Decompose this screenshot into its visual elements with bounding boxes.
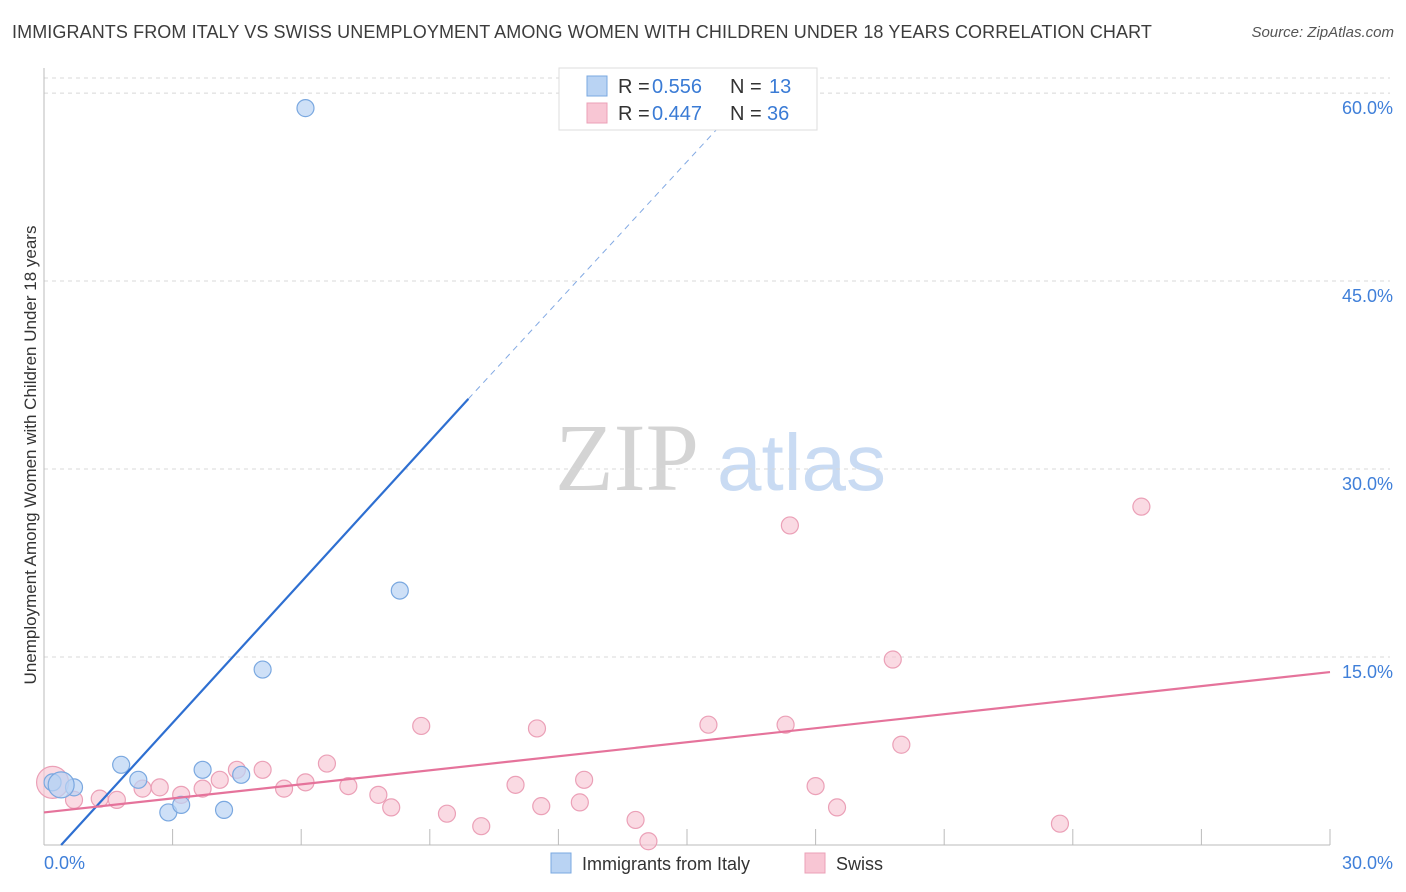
swiss-point xyxy=(780,516,799,535)
legend-r-label-italy: R = xyxy=(618,76,650,98)
bottom-legend-label-swiss: Swiss xyxy=(836,854,883,874)
swiss-point xyxy=(253,760,272,779)
swiss-point xyxy=(382,798,401,817)
swiss-point xyxy=(527,719,547,738)
swiss-point xyxy=(317,754,337,773)
swiss-point xyxy=(412,716,431,736)
tick-labels: 15.0% 30.0% 45.0% 60.0% 0.0% 30.0% xyxy=(44,98,1393,873)
swiss-point xyxy=(570,793,589,812)
legend-r-value-swiss: 0.447 xyxy=(652,103,702,125)
swiss-point xyxy=(626,810,645,830)
y-tick-label-1: 30.0% xyxy=(1342,474,1393,494)
swiss-series xyxy=(35,497,1151,851)
italy-series xyxy=(43,99,409,822)
axes xyxy=(43,68,1331,846)
x-tick-label-1: 30.0% xyxy=(1342,853,1393,873)
top-legend: R = 0.556 N = 13 R = 0.447 N = 36 xyxy=(558,67,818,131)
italy-trend-line xyxy=(60,398,470,846)
x-tick-label-0: 0.0% xyxy=(44,853,85,873)
swiss-point xyxy=(883,650,902,669)
swiss-point xyxy=(806,776,825,796)
bottom-legend-swatch-swiss xyxy=(804,852,826,874)
legend-n-label-italy: N = xyxy=(730,76,762,98)
swiss-point xyxy=(274,779,294,798)
italy-point xyxy=(253,660,272,679)
italy-point xyxy=(296,99,315,118)
legend-r-label-swiss: R = xyxy=(618,103,650,125)
swiss-point xyxy=(339,776,358,796)
swiss-point xyxy=(369,785,388,804)
watermark-zip: ZIP xyxy=(555,404,699,511)
y-tick-label-0: 15.0% xyxy=(1342,662,1393,682)
bottom-legend-swatch-italy xyxy=(550,852,572,874)
swiss-point xyxy=(472,817,491,836)
italy-point xyxy=(214,800,234,820)
italy-point xyxy=(390,581,409,600)
y-tick-label-3: 60.0% xyxy=(1342,98,1393,118)
italy-point xyxy=(112,755,131,774)
legend-n-value-italy: 13 xyxy=(769,76,791,98)
legend-n-value-swiss: 36 xyxy=(767,103,789,125)
swiss-point xyxy=(827,798,847,817)
legend-swatch-swiss xyxy=(586,102,608,124)
source-note: Source: ZipAtlas.com xyxy=(1251,24,1394,41)
italy-point xyxy=(47,771,75,799)
legend-n-label-swiss: N = xyxy=(730,103,762,125)
swiss-point xyxy=(210,770,229,789)
swiss-point xyxy=(776,715,795,734)
italy-point xyxy=(129,770,148,789)
legend-swatch-italy xyxy=(586,75,608,97)
watermark-atlas: atlas xyxy=(717,418,886,507)
italy-point xyxy=(232,765,251,784)
gridlines xyxy=(44,77,1390,658)
swiss-point xyxy=(193,779,212,798)
swiss-point xyxy=(532,797,551,816)
swiss-point xyxy=(150,778,169,797)
italy-trend-extension xyxy=(468,124,722,400)
swiss-point xyxy=(575,770,594,789)
bottom-legend-label-italy: Immigrants from Italy xyxy=(582,854,750,874)
swiss-point xyxy=(1132,497,1151,516)
swiss-point xyxy=(437,804,457,823)
chart-title: IMMIGRANTS FROM ITALY VS SWISS UNEMPLOYM… xyxy=(12,22,1152,42)
italy-point xyxy=(193,760,212,779)
swiss-point xyxy=(699,715,718,734)
y-axis-label: Unemployment Among Women with Children U… xyxy=(21,226,40,685)
swiss-trend-line xyxy=(43,670,1331,814)
swiss-point xyxy=(506,775,525,794)
y-tick-label-2: 45.0% xyxy=(1342,286,1393,306)
swiss-point xyxy=(892,735,911,754)
legend-r-value-italy: 0.556 xyxy=(652,76,702,98)
swiss-point xyxy=(639,832,658,851)
swiss-point xyxy=(1050,814,1070,833)
watermark: ZIP atlas xyxy=(555,404,886,511)
bottom-legend: Immigrants from Italy Swiss xyxy=(550,852,883,874)
trend-lines xyxy=(43,124,1331,846)
